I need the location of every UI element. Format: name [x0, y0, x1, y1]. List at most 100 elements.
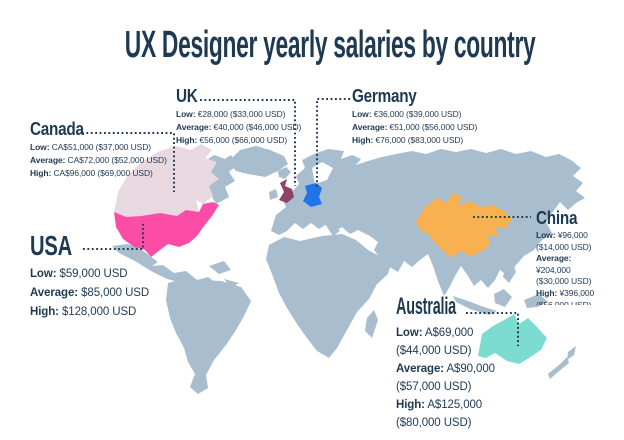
usa-name: USA: [30, 230, 72, 261]
philippines-shape: [503, 261, 516, 283]
salary-row-value: ¥96,000: [557, 230, 588, 240]
salary-row-value: $59,000 USD: [59, 268, 128, 280]
australia-shape: [478, 314, 547, 364]
canada-shape: [114, 144, 219, 217]
salary-row-value: ($44,000 USD): [396, 345, 472, 357]
salary-row-value: ($14,000 USD): [536, 241, 592, 252]
salary-row: ($80,000 USD): [396, 414, 496, 432]
salary-row-value: ($30,000 USD): [536, 276, 592, 287]
salary-row: High: €56,000 ($66,000 USD): [176, 134, 301, 147]
salary-row-value: CA$96,000 ($69,000 USD): [53, 167, 153, 178]
salary-row-label: Average:: [396, 363, 444, 375]
uk-label-block: UK Low: €28,000 ($33,000 USD) Average: €…: [176, 86, 301, 146]
salary-row-label: Average:: [352, 121, 388, 132]
salary-row-value: ($57,000 USD): [396, 381, 472, 393]
salary-row-value: €76,000 ($83,000 USD): [375, 134, 464, 145]
ireland-shape: [269, 189, 278, 200]
salary-row-label: High:: [30, 306, 59, 318]
salary-row-label: Average:: [536, 253, 572, 264]
salary-row-value: A$125,000: [427, 399, 483, 411]
australia-label-block: Australia Low: A$69,000 ($44,000 USD) Av…: [396, 294, 496, 432]
salary-row: High: €76,000 ($83,000 USD): [352, 134, 477, 147]
salary-row: Average: A$90,000: [396, 360, 496, 378]
salary-row-value: ¥204,000: [536, 264, 571, 275]
salary-row-value: CA$51,000 ($37,000 USD): [51, 142, 151, 152]
salary-row-value: ($56,000 USD): [536, 299, 592, 305]
salary-row: Average: CA$72,000 ($52,000 USD): [30, 154, 167, 167]
florida-shape: [209, 261, 231, 274]
salary-row: High: ¥396,000: [536, 288, 616, 300]
salary-row-label: Low:: [176, 109, 196, 119]
salary-row-value: €28,000 ($33,000 USD): [197, 109, 286, 119]
uk-name: UK: [176, 86, 198, 106]
salary-row: Low: €28,000 ($33,000 USD): [176, 108, 301, 121]
salary-row: ($57,000 USD): [396, 378, 496, 396]
salary-row-label: Average:: [30, 287, 78, 299]
china-shape: [416, 193, 512, 258]
salary-row-label: High:: [30, 167, 52, 178]
salary-row: Average: $85,000 USD: [30, 284, 149, 303]
greenland-shape: [228, 146, 288, 177]
salary-row: ($44,000 USD): [396, 342, 496, 360]
papua-shape: [524, 294, 548, 308]
uk-connector: [200, 99, 296, 186]
salary-row: ($14,000 USD): [536, 242, 616, 254]
salary-row: High: $128,000 USD: [30, 303, 149, 322]
salary-row-value: ($80,000 USD): [396, 417, 472, 429]
salary-row-label: Average:: [176, 121, 212, 132]
borneo-shape: [494, 289, 512, 307]
salary-row: Low: $59,000 USD: [30, 265, 149, 284]
canada-name: Canada: [30, 119, 84, 139]
china-name: China: [536, 208, 578, 228]
canada-label-block: Canada Low: CA$51,000 ($37,000 USD) Aver…: [30, 119, 167, 179]
china-label-block: China Low: ¥96,000 ($14,000 USD) Average…: [536, 208, 616, 305]
salary-row-value: ¥396,000: [559, 287, 595, 298]
salary-row-value: €51,000 ($56,000 USD): [389, 121, 478, 132]
madagascar-shape: [365, 310, 378, 338]
salary-row-label: Low:: [396, 327, 423, 339]
salary-row: Average: €51,000 ($56,000 USD): [352, 121, 477, 134]
new-zealand-south-shape: [548, 357, 569, 379]
salary-row-value: €40,000 ($46,000 USD): [213, 121, 302, 132]
salary-row: ($30,000 USD): [536, 276, 616, 288]
salary-row: Average:: [536, 253, 616, 265]
italy-shape: [322, 214, 340, 236]
indonesia-shape: [453, 296, 497, 315]
salary-row-label: Low:: [30, 268, 57, 280]
usa-shape: [114, 202, 219, 257]
salary-row-label: High:: [396, 399, 425, 411]
usa-label-block: USA Low: $59,000 USD Average: $85,000 US…: [30, 231, 149, 322]
south-america-shape: [166, 279, 251, 394]
salary-row: Low: A$69,000: [396, 324, 496, 342]
germany-label-block: Germany Low: €36,000 ($39,000 USD) Avera…: [352, 86, 477, 146]
salary-row-value: €36,000 ($39,000 USD): [373, 109, 462, 119]
salary-row: Low: ¥96,000: [536, 230, 616, 242]
salary-row-label: Low:: [536, 230, 556, 240]
iceland-shape: [278, 167, 291, 179]
salary-row: Low: CA$51,000 ($37,000 USD): [30, 141, 167, 154]
salary-row-value: A$90,000: [446, 363, 495, 375]
new-zealand-north-shape: [567, 346, 576, 360]
salary-row-label: High:: [176, 134, 198, 145]
salary-row: ¥204,000: [536, 265, 616, 277]
salary-row-label: High:: [352, 134, 374, 145]
salary-row: ($56,000 USD): [536, 300, 616, 305]
uk-shape: [279, 179, 294, 203]
salary-row-label: Average:: [30, 154, 66, 165]
salary-row-value: $128,000 USD: [62, 306, 137, 318]
salary-row-label: Low:: [352, 109, 372, 119]
cuba-shape: [224, 279, 239, 288]
page-title: UX Designer yearly salaries by country: [124, 24, 536, 66]
salary-row: High: A$125,000: [396, 396, 496, 414]
salary-row: Low: €36,000 ($39,000 USD): [352, 108, 477, 121]
leader-lines: [82, 98, 531, 346]
africa-shape: [266, 234, 392, 358]
salary-row: Average: €40,000 ($46,000 USD): [176, 121, 301, 134]
salary-row-label: Low:: [30, 142, 50, 152]
salary-row-value: €56,000 ($66,000 USD): [199, 134, 288, 145]
salary-row-value: $85,000 USD: [81, 287, 150, 299]
salary-row-value: CA$72,000 ($52,000 USD): [67, 154, 167, 165]
salary-row-label: High:: [536, 287, 558, 298]
